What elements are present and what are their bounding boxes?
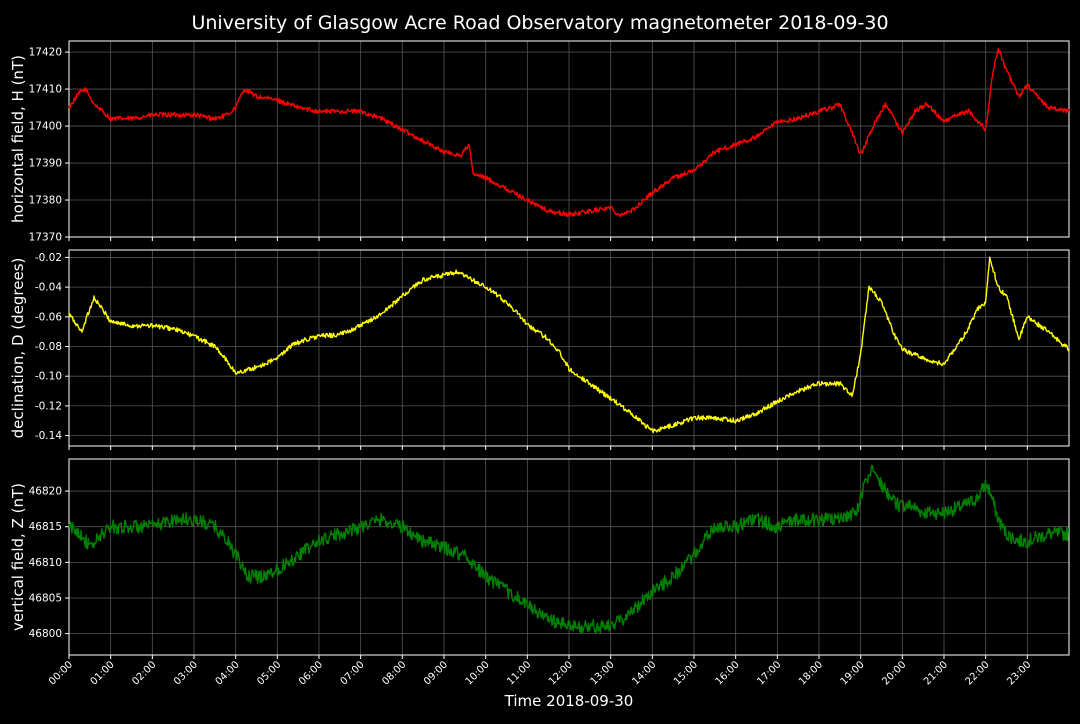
- figure-title: University of Glasgow Acre Road Observat…: [191, 12, 888, 34]
- declination-panel: -0.14 -0.12 -0.10 -0.08 -0.06 -0.04 -0.02 decli…: [9, 249, 1070, 450]
- declination-ytick-label: -0.10: [35, 371, 62, 383]
- vertical-field-ytick-label: 46805: [29, 592, 62, 604]
- horizontal-field-ytick-label: 17410: [29, 84, 62, 96]
- vertical-field-series-line: [68, 464, 1070, 634]
- horizontal-field-y-axis-label: horizontal field, H (nT): [9, 55, 27, 223]
- declination-ytick-label: -0.02: [35, 252, 62, 264]
- horizontal-field-ytick-label: 17390: [29, 158, 62, 170]
- horizontal-field-ytick-label: 17380: [29, 195, 62, 207]
- vertical-field-ytick-label: 46815: [29, 521, 62, 533]
- x-axis-label: Time 2018-09-30: [504, 692, 634, 710]
- vertical-field-ytick-label: 46810: [29, 557, 62, 569]
- declination-y-axis-label: declination, D (degrees): [9, 258, 27, 439]
- declination-axes-frame: [68, 249, 1070, 447]
- vertical-field-y-axis-label: vertical field, Z (nT): [9, 483, 27, 631]
- horizontal-field-ytick-label: 17420: [29, 47, 62, 59]
- horizontal-field-axes-frame: [68, 40, 1070, 238]
- declination-ytick-label: -0.08: [35, 341, 62, 353]
- vertical-field-ytick-label: 46820: [29, 486, 62, 498]
- vertical-field-ytick-label: 46800: [29, 628, 62, 640]
- horizontal-field-series-line: [68, 47, 1070, 218]
- declination-ytick-label: -0.04: [35, 282, 62, 294]
- horizontal-field-ytick-label: 17370: [29, 232, 62, 244]
- horizontal-field-panel: 17370 17380 17390 17400 17410 17420horizontal…: [9, 40, 1070, 244]
- declination-ytick-label: -0.06: [35, 311, 62, 323]
- declination-series-line: [68, 256, 1070, 434]
- declination-ytick-label: -0.12: [35, 400, 62, 412]
- declination-ytick-label: -0.14: [35, 430, 62, 442]
- vertical-field-axes-frame: [68, 458, 1070, 656]
- horizontal-field-ytick-label: 17400: [29, 121, 62, 133]
